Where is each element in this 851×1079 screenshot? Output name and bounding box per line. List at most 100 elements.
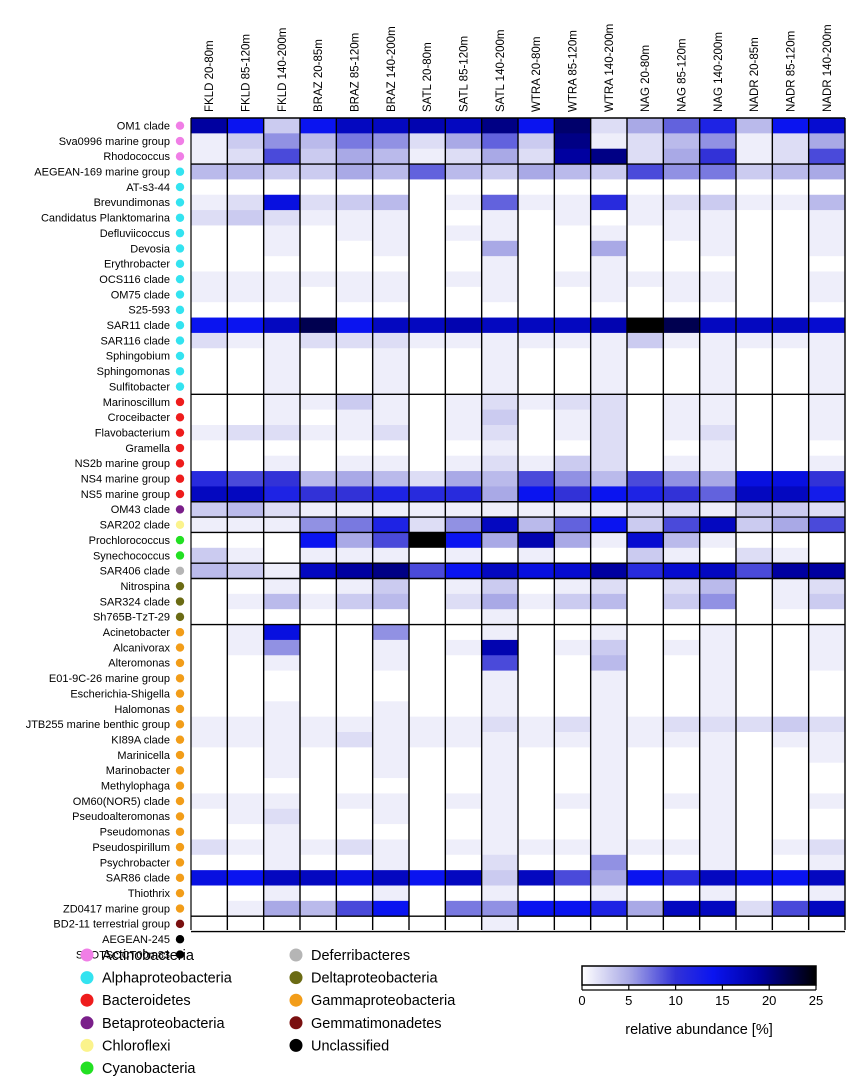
heatmap-cell: [808, 471, 846, 487]
column-label-nadr-20-85m: NADR 20-85m: [749, 37, 761, 112]
row-label-candidatus-planktomarina: Candidatus Planktomarina: [41, 213, 171, 225]
heatmap-cell: [518, 839, 555, 856]
phylum-dot: [175, 812, 185, 821]
heatmap-cell: [481, 563, 519, 579]
heatmap-cell: [772, 440, 810, 457]
legend-swatch-cyanobacteria: [80, 1061, 94, 1075]
heatmap-cell: [336, 593, 374, 610]
heatmap-cell: [663, 701, 701, 718]
heatmap-cell: [627, 900, 664, 917]
heatmap-cell: [372, 486, 410, 503]
row-label-ocs116-clade: OCS116 clade: [99, 274, 170, 286]
heatmap-cell: [227, 302, 265, 318]
legend-label-chloroflexi: Chloroflexi: [102, 1038, 171, 1054]
heatmap-cell: [518, 578, 555, 595]
heatmap-cell: [227, 701, 265, 718]
heatmap-cell: [590, 824, 628, 840]
heatmap-cell: [699, 471, 737, 487]
heatmap-cell: [227, 593, 265, 610]
heatmap-cell: [409, 670, 446, 687]
heatmap-cell: [481, 900, 519, 917]
row-label-halomonas: Halomonas: [114, 704, 170, 716]
row-label-bd2-11-terrestrial-group: BD2-11 terrestrial group: [53, 919, 170, 931]
phylum-dot: [175, 213, 185, 222]
heatmap-cell: [554, 332, 592, 349]
colorbar-tick-label: 15: [715, 993, 729, 1008]
heatmap-cell: [808, 133, 846, 150]
heatmap-cell: [663, 133, 701, 150]
heatmap-cell: [518, 593, 555, 610]
heatmap-cell: [772, 164, 810, 180]
heatmap-cell: [445, 471, 483, 487]
heatmap-cell: [627, 256, 664, 272]
heatmap-cell: [227, 148, 265, 165]
heatmap-cell: [445, 179, 483, 196]
heatmap-cell: [772, 547, 810, 564]
phylum-dot: [175, 182, 185, 192]
heatmap-cell: [481, 578, 519, 595]
heatmap-cell: [518, 118, 555, 134]
heatmap-cell: [518, 517, 555, 533]
heatmap-cell: [590, 164, 628, 180]
heatmap-cell: [590, 501, 628, 518]
heatmap-cell: [663, 854, 701, 871]
heatmap-cell: [336, 563, 374, 579]
heatmap-cell: [518, 885, 555, 902]
heatmap-cell: [772, 133, 810, 150]
heatmap-cell: [699, 854, 737, 871]
heatmap-cell: [445, 931, 483, 948]
heatmap-cell: [518, 348, 555, 364]
heatmap-cell: [554, 348, 592, 364]
heatmap-cell: [336, 409, 374, 426]
heatmap-cell: [554, 271, 592, 288]
heatmap-cell: [336, 286, 374, 303]
heatmap-cell: [554, 655, 592, 671]
heatmap-cell: [554, 501, 592, 518]
heatmap-cell: [409, 486, 446, 503]
heatmap-cell: [590, 409, 628, 426]
heatmap-cell: [372, 885, 410, 902]
heatmap-cell: [300, 547, 337, 564]
heatmap-cell: [300, 639, 337, 656]
heatmap-cell: [554, 578, 592, 595]
heatmap-cell: [263, 148, 301, 165]
heatmap-cell: [554, 563, 592, 579]
phylum-dot: [175, 428, 185, 437]
heatmap-cell: [227, 793, 265, 810]
heatmap-cell: [554, 624, 592, 641]
heatmap-cell: [627, 409, 664, 426]
heatmap-cell: [808, 563, 846, 579]
heatmap-cell: [808, 302, 846, 318]
heatmap-cell: [191, 916, 228, 932]
heatmap-cell: [445, 363, 483, 380]
heatmap-cell: [518, 900, 555, 917]
heatmap-cell: [518, 655, 555, 671]
heatmap-cell: [808, 578, 846, 595]
heatmap-cell: [627, 639, 664, 656]
heatmap-cell: [772, 946, 810, 963]
heatmap-cell: [699, 240, 737, 257]
heatmap-cell: [518, 440, 555, 457]
heatmap-cell: [808, 931, 846, 948]
heatmap-cell: [445, 532, 483, 549]
phylum-dot: [175, 919, 185, 929]
row-label-croceibacter: Croceibacter: [108, 412, 171, 424]
phylum-dot: [175, 167, 185, 176]
legend-swatch-bacteroidetes: [80, 993, 94, 1007]
phylum-dot: [175, 121, 185, 130]
heatmap-cell: [736, 133, 773, 150]
row-label-marinobacter: Marinobacter: [106, 765, 171, 777]
heatmap-cell: [808, 240, 846, 257]
heatmap-cell: [191, 701, 228, 718]
heatmap-cell: [590, 946, 628, 963]
heatmap-cell: [554, 900, 592, 917]
phylum-dot: [175, 581, 185, 591]
phylum-dot: [175, 274, 185, 284]
heatmap-cell: [663, 685, 701, 702]
heatmap-cell: [699, 440, 737, 457]
heatmap-cell: [663, 532, 701, 549]
heatmap-cell: [445, 839, 483, 856]
heatmap-cell: [772, 701, 810, 718]
heatmap-cell: [518, 332, 555, 349]
heatmap-cell: [627, 916, 664, 932]
